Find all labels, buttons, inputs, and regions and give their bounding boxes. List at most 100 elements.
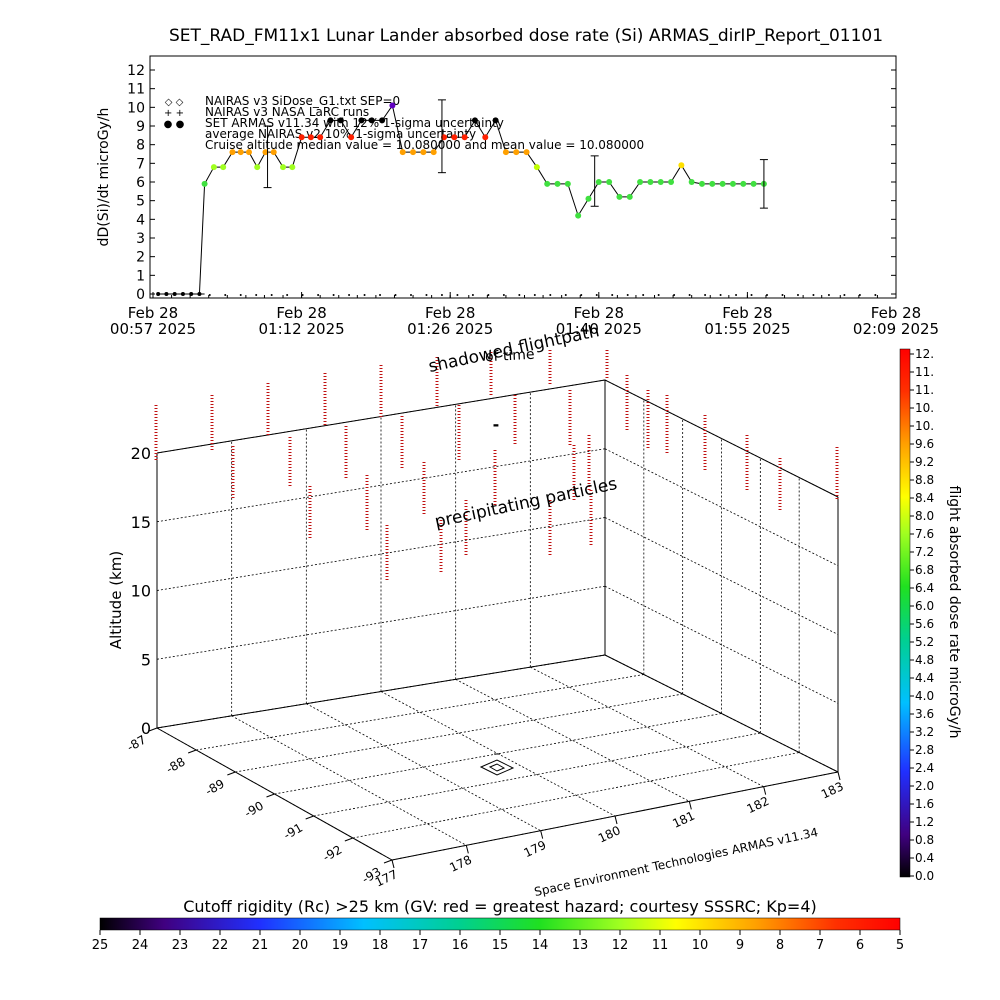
axis-line (604, 379, 839, 498)
altitude-ticks: 0 5 10 15 20 (131, 444, 151, 738)
data-point (750, 180, 757, 187)
model-point (719, 294, 722, 296)
legend-entry: Cruise altitude median value = 10.080000… (205, 138, 644, 152)
model-point (626, 294, 629, 296)
data-point (280, 164, 287, 171)
y-tick-label: 8 (136, 138, 145, 154)
model-point (317, 294, 320, 296)
data-point (616, 193, 623, 200)
model-point (874, 294, 877, 296)
data-point (668, 179, 675, 185)
data-point (719, 180, 726, 187)
dose-rate-series (156, 99, 877, 296)
colorbar-right-tick-label: 1.6 (915, 797, 934, 811)
series-line (198, 104, 764, 295)
flight-location-marker (479, 753, 515, 776)
colorbar-bottom-tick-label: 12 (612, 938, 629, 953)
data-point (307, 134, 314, 141)
x-tick-label-time: 01:26 2025 (407, 320, 493, 338)
x-tick-label-date: Feb 28 (722, 304, 772, 322)
data-point (327, 117, 334, 124)
x-tick-label-time: 00:57 2025 (110, 320, 196, 338)
dose-rate-colorbar: 0.0 0.4 0.8 1.2 1.6 2.0 2.4 2.8 3.2 3.6 4.0 4.4 4.8 5… (899, 347, 962, 883)
colorbar-bottom-tick-label: 23 (172, 938, 189, 953)
x-tick-label-date: Feb 28 (128, 304, 178, 322)
y-tick-label: 12 (127, 63, 145, 79)
model-point (518, 294, 521, 296)
model-point (379, 294, 382, 296)
colorbar-bottom-tick-label: 7 (816, 938, 824, 953)
colorbar-bottom-tick-label: 17 (412, 938, 429, 953)
data-point (389, 102, 396, 109)
data-point (245, 149, 252, 156)
colorbar-right-tick-label: 5.2 (915, 635, 934, 649)
colorbar-right-tick-label: 9.6 (915, 437, 934, 451)
grid-line (604, 448, 839, 567)
longitude-tick-label: 178 (447, 853, 474, 875)
altitude-tick-label: 0 (141, 719, 151, 738)
model-point (440, 294, 443, 296)
longitude-tick (763, 786, 767, 795)
cutoff-rigidity-colorbar: Cutoff rigidity (Rc) >25 km (GV: red = g… (92, 897, 904, 953)
data-point (379, 117, 386, 124)
grid-line (306, 703, 541, 832)
model-point (348, 294, 351, 296)
model-point (425, 294, 428, 296)
colorbar-bottom-tick-label: 21 (252, 938, 269, 953)
longitude-tick-label: 183 (819, 779, 846, 801)
data-point (298, 134, 305, 141)
latitude-tick-label: -89 (203, 776, 227, 798)
colorbar-right-tick-label: 8.4 (915, 491, 934, 505)
x-tick-label-date: Feb 28 (425, 304, 475, 322)
data-point (688, 179, 695, 185)
colorbar-bottom-tick-label: 19 (332, 938, 349, 953)
data-point (237, 149, 244, 156)
model-point (657, 294, 660, 296)
colorbar-bottom-tick-label: 11 (652, 938, 669, 953)
model-point (827, 294, 830, 296)
model-point (688, 294, 691, 296)
longitude-tick (688, 801, 692, 810)
colorbar-bottom-tick-label: 22 (212, 938, 229, 953)
colorbar-bottom-tick-label: 18 (372, 938, 389, 953)
credit-text: Space Environment Technologies ARMAS v11… (533, 825, 819, 899)
data-point (262, 149, 269, 156)
data-point (740, 180, 747, 187)
data-point (606, 179, 613, 185)
colorbar-right-tick-label: 10. (915, 419, 934, 433)
latitude-tick (187, 749, 197, 754)
data-point (254, 164, 261, 171)
model-point (502, 294, 505, 296)
grid-line (231, 715, 467, 846)
y-tick-label: 7 (136, 156, 145, 172)
precipitation-markers (154, 350, 839, 580)
colorbar-right-label: flight absorbed dose rate microGy/h (946, 486, 962, 739)
data-point (471, 117, 478, 124)
altitude-tick-label: 10 (131, 582, 151, 601)
data-point (698, 180, 705, 187)
model-point (363, 294, 366, 296)
longitude-tick-label: 180 (596, 823, 623, 845)
y-tick-label: 0 (136, 287, 145, 303)
y-tick-label: 11 (127, 82, 145, 98)
colorbar-right-tick-label: 9.2 (915, 455, 934, 469)
latitude-tick-label: -88 (164, 754, 188, 776)
model-point (255, 294, 258, 296)
x-tick-label-time: 01:12 2025 (259, 320, 345, 338)
legend-entry: SET ARMAS v11.34 with 12% 1-sigma uncert… (205, 116, 504, 130)
model-point (286, 294, 289, 296)
y-tick-label: 5 (136, 194, 145, 210)
data-point (575, 212, 582, 219)
model-point (394, 294, 397, 296)
data-point (729, 180, 736, 187)
colorbar-bottom-tick-label: 6 (856, 938, 864, 953)
model-point (796, 294, 799, 296)
y-tick-label: 4 (136, 212, 145, 228)
model-point (270, 294, 273, 296)
time-series-frame (149, 55, 897, 299)
data-point (289, 164, 296, 171)
x-tick-label-date: Feb 28 (276, 304, 326, 322)
colorbar-right-tick-label: 2.8 (915, 743, 934, 757)
